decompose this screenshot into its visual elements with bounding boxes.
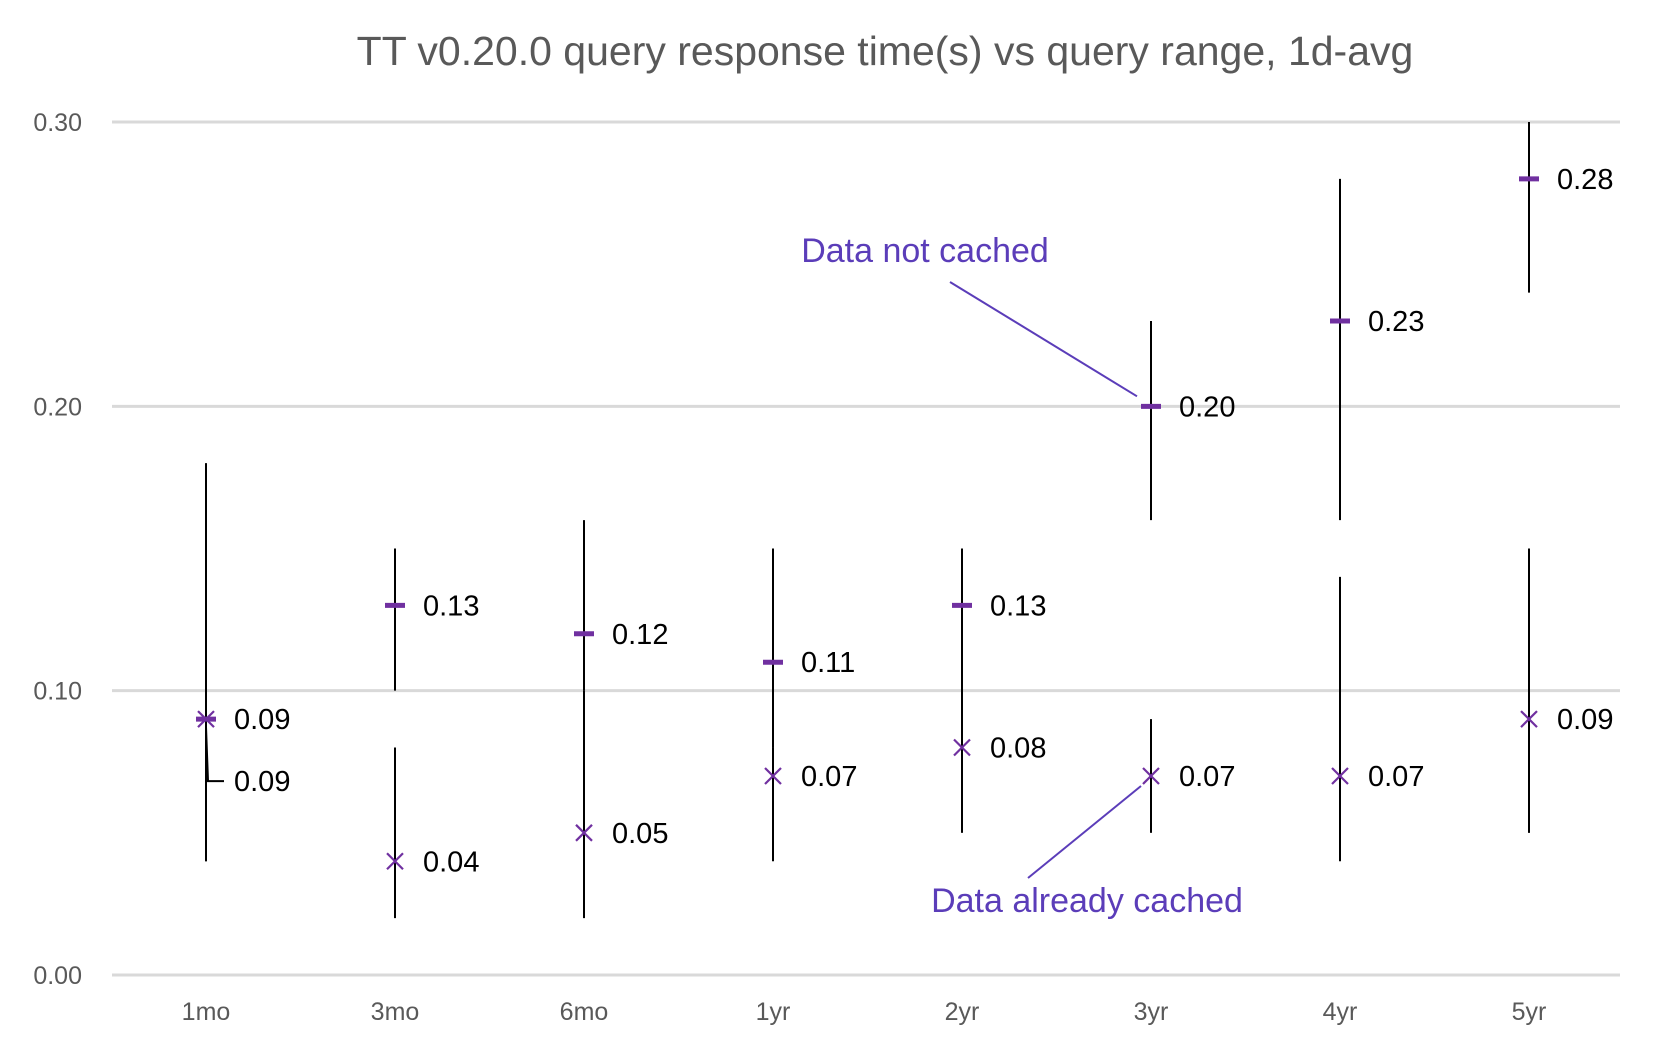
cached-marker	[764, 767, 782, 785]
annotation-line	[1027, 785, 1142, 879]
data-label: 0.09	[234, 766, 290, 798]
cached-marker-stroke	[953, 738, 971, 757]
y-tick-label: 0.20	[33, 393, 82, 421]
data-label: 0.23	[1368, 306, 1424, 338]
y-tick-label: 0.10	[33, 678, 82, 706]
x-tick-label: 4yr	[1323, 998, 1358, 1026]
annotation-line	[949, 281, 1138, 398]
leader-line	[205, 727, 224, 783]
data-label: 0.09	[234, 704, 290, 736]
cached-marker-stroke	[386, 852, 404, 871]
data-label: 0.05	[612, 818, 668, 850]
data-label: 0.04	[423, 846, 479, 878]
data-label: 0.12	[612, 619, 668, 651]
x-tick-label: 2yr	[945, 998, 980, 1026]
data-label: 0.09	[1557, 704, 1613, 736]
chart-title: TT v0.20.0 query response time(s) vs que…	[357, 28, 1414, 74]
data-label: 0.13	[423, 590, 479, 622]
data-label: 0.08	[990, 733, 1046, 765]
cached-marker	[197, 710, 215, 728]
cached-marker	[1142, 767, 1160, 785]
cached-marker-stroke	[1142, 767, 1160, 785]
x-tick-label: 6mo	[560, 998, 609, 1026]
data-label: 0.13	[990, 590, 1046, 622]
x-tick-label: 3mo	[371, 998, 420, 1026]
cached-marker	[386, 852, 404, 871]
cached-marker	[575, 824, 593, 842]
cached-marker-stroke	[764, 767, 782, 785]
cached-marker-stroke	[197, 710, 215, 728]
x-tick-label: 3yr	[1134, 998, 1169, 1026]
cached-marker-stroke	[575, 824, 593, 842]
cached-marker-stroke	[1331, 767, 1349, 785]
x-tick-label: 1yr	[756, 998, 791, 1026]
cached-marker	[1331, 767, 1349, 785]
data-label: 0.11	[801, 647, 855, 679]
data-label: 0.07	[1179, 761, 1235, 793]
data-label: 0.07	[801, 761, 857, 793]
cached-marker	[953, 738, 971, 757]
cached-marker	[1520, 710, 1538, 728]
annotation-text: Data not cached	[801, 232, 1049, 270]
y-tick-label: 0.00	[33, 962, 82, 990]
annotation-text: Data already cached	[931, 882, 1243, 920]
data-label: 0.20	[1179, 391, 1235, 423]
x-tick-label: 1mo	[182, 998, 231, 1026]
data-label: 0.28	[1557, 164, 1613, 196]
cached-marker-stroke	[1520, 710, 1538, 728]
x-tick-label: 5yr	[1512, 998, 1547, 1026]
data-label: 0.07	[1368, 761, 1424, 793]
y-tick-label: 0.30	[33, 109, 82, 137]
